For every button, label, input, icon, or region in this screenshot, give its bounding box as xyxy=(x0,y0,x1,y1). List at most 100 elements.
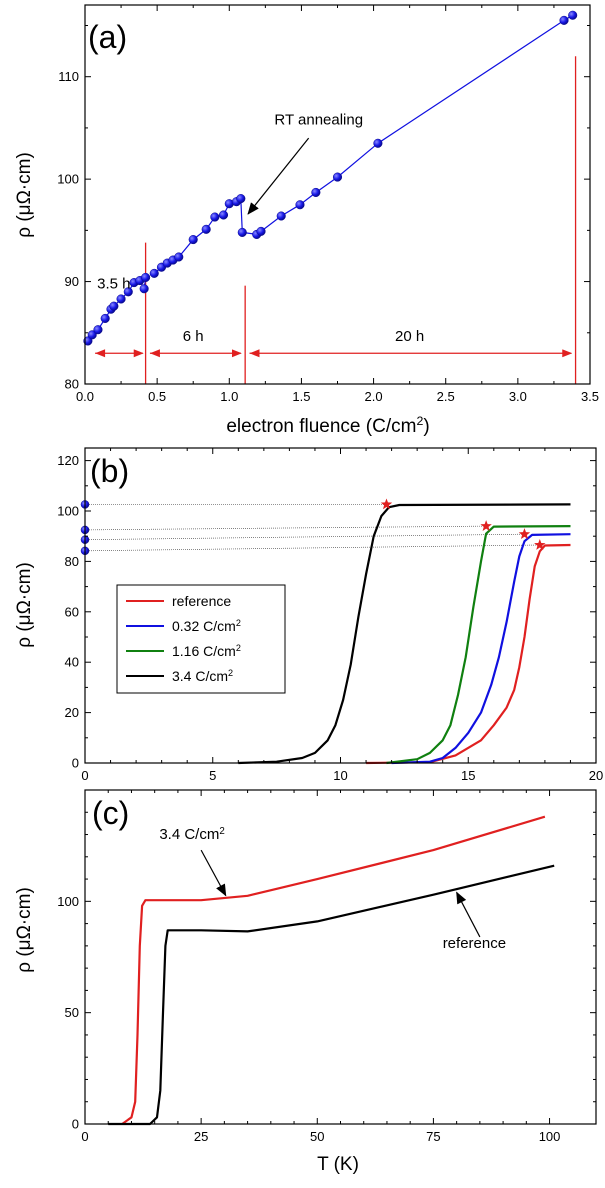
x-tick-label: 0 xyxy=(81,768,88,783)
data-point xyxy=(139,284,149,294)
x-tick-label: 1.0 xyxy=(220,389,238,404)
y-tick-label: 20 xyxy=(65,705,79,720)
x-tick-label: 15 xyxy=(461,768,475,783)
onset-star-marker xyxy=(380,498,393,510)
panel-c-label: (c) xyxy=(92,795,129,831)
data-point xyxy=(100,313,110,323)
data-point xyxy=(236,194,246,204)
y-tick-label: 80 xyxy=(65,377,79,392)
y-tick-label: 50 xyxy=(65,1005,79,1020)
panel-b-y-axis-title: ρ (μΩ·cm) xyxy=(14,562,35,648)
data-point xyxy=(218,210,229,220)
y-tick-label: 100 xyxy=(57,504,79,519)
x-tick-label: 2.0 xyxy=(365,389,383,404)
panel-a-x-axis-title: electron fluence (C/cm2) xyxy=(226,414,429,437)
annotation-arrow xyxy=(200,849,227,897)
y-tick-label: 100 xyxy=(57,172,79,187)
annotation-label: reference xyxy=(443,935,506,952)
annotation-label: 20 h xyxy=(395,328,424,345)
data-point xyxy=(332,172,343,182)
x-tick-label: 0 xyxy=(81,1129,88,1144)
data-point xyxy=(123,287,133,297)
x-tick-label: 0.5 xyxy=(148,389,166,404)
annotation-arrow xyxy=(456,891,481,938)
series-line xyxy=(366,543,571,765)
panel-c-y-axis-title: ρ (μΩ·cm) xyxy=(14,887,35,973)
x-tick-label: 5 xyxy=(209,768,216,783)
series-line xyxy=(108,864,555,1126)
y-tick-label: 120 xyxy=(57,453,79,468)
series-line xyxy=(391,533,571,765)
onset-star-marker xyxy=(518,528,531,540)
data-point xyxy=(295,200,305,210)
annotation-label: 3.5 h xyxy=(97,276,130,293)
panel-b: 0 5 10 15 20 0 20 40 60 80 100 120 (b) ρ (μΩ·cm) re… xyxy=(14,447,603,783)
x-tick-label: 50 xyxy=(310,1129,324,1144)
annotation-label: 6 h xyxy=(183,328,204,345)
series-line xyxy=(238,503,571,765)
guide-line xyxy=(84,544,540,552)
y-tick-label: 80 xyxy=(65,554,79,569)
data-point xyxy=(276,211,286,221)
y-tick-label: 100 xyxy=(57,894,79,909)
y-tick-label: 0 xyxy=(72,1117,79,1132)
annotation-label: RT annealing xyxy=(274,112,363,129)
x-tick-label: 10 xyxy=(333,768,347,783)
panel-a-frame xyxy=(84,4,591,385)
data-point xyxy=(256,226,266,236)
x-tick-label: 100 xyxy=(539,1129,561,1144)
onset-star-marker xyxy=(534,539,546,550)
data-point xyxy=(237,227,247,237)
data-point xyxy=(83,336,93,346)
panel-a-y-axis-title: ρ (μΩ·cm) xyxy=(14,152,35,238)
panel-c-x-axis-title: T (K) xyxy=(317,1154,359,1175)
annotation-arrow xyxy=(247,137,310,215)
panel-b-label: (b) xyxy=(90,453,129,489)
y-tick-label: 0 xyxy=(72,756,79,771)
x-tick-label: 3.5 xyxy=(581,389,599,404)
data-point xyxy=(109,301,119,311)
data-point xyxy=(559,15,569,25)
legend-label-0-32: 0.32 C/cm2 xyxy=(172,618,241,634)
data-point xyxy=(87,330,97,340)
data-point xyxy=(201,224,211,234)
x-tick-label: 2.5 xyxy=(437,389,455,404)
panel-a-label: (a) xyxy=(88,19,127,55)
data-line-segment xyxy=(240,198,243,233)
data-point xyxy=(568,10,578,20)
panel-a: RT annealing 3.5 h 6 h 20 h 0.0 0.5 1.0 1.5 2.0… xyxy=(14,4,599,437)
onset-star-marker xyxy=(480,520,492,531)
legend-label-3-4: 3.4 C/cm2 xyxy=(172,668,233,684)
data-point xyxy=(210,212,220,222)
data-point xyxy=(93,325,103,335)
series-line xyxy=(386,525,571,765)
guide-line xyxy=(84,533,525,541)
data-point xyxy=(141,272,151,283)
panel-b-legend: reference 0.32 C/cm2 1.16 C/cm2 3.4 C/cm… xyxy=(116,584,286,694)
y-tick-label: 90 xyxy=(65,274,79,289)
y-tick-label: 40 xyxy=(65,655,79,670)
x-tick-label: 3.0 xyxy=(509,389,527,404)
legend-label-reference: reference xyxy=(172,593,231,609)
data-point xyxy=(116,294,126,304)
data-point xyxy=(149,268,159,278)
data-point xyxy=(174,252,184,262)
annotation-label: 3.4 C/cm2 xyxy=(159,825,224,843)
x-tick-label: 20 xyxy=(589,768,603,783)
data-point xyxy=(311,187,321,198)
interval-arrowhead xyxy=(249,349,260,358)
x-tick-label: 75 xyxy=(426,1129,440,1144)
legend-label-1-16: 1.16 C/cm2 xyxy=(172,643,241,659)
guide-line xyxy=(84,525,487,531)
interval-arrowhead xyxy=(149,349,160,358)
x-tick-label: 25 xyxy=(194,1129,208,1144)
y-tick-label: 60 xyxy=(65,604,79,619)
data-point xyxy=(188,235,198,245)
y-tick-label: 110 xyxy=(58,69,79,84)
series-line xyxy=(121,815,546,1125)
data-point xyxy=(373,138,383,148)
interval-arrowhead xyxy=(95,349,106,358)
x-tick-label: 1.5 xyxy=(292,389,310,404)
